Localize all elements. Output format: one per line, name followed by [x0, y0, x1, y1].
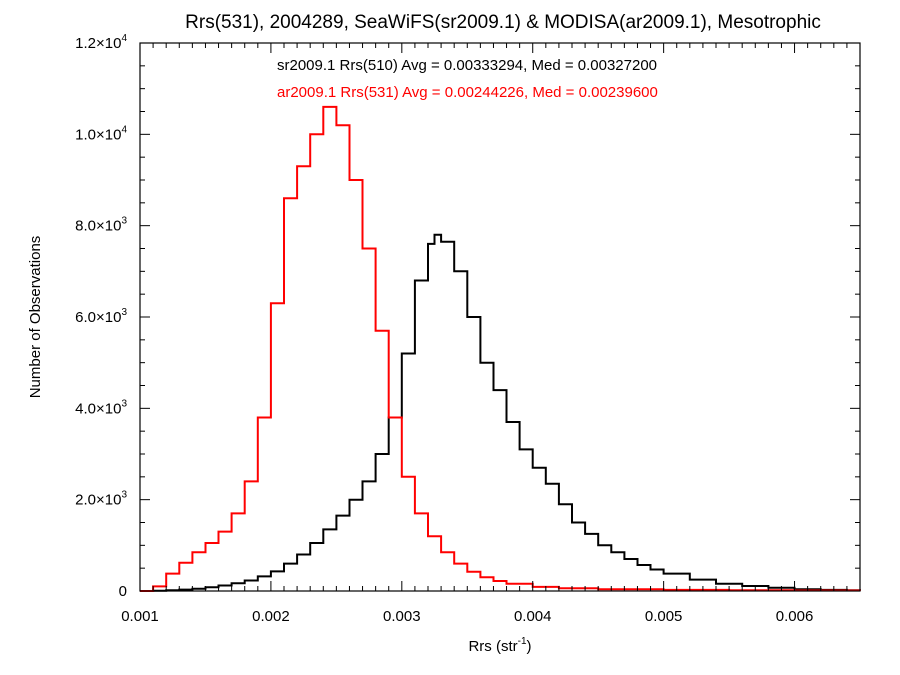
y-tick-label: 1.2×104 — [75, 33, 127, 52]
x-tick-label: 0.001 — [121, 608, 159, 625]
annotation-sr2009: sr2009.1 Rrs(510) Avg = 0.00333294, Med … — [277, 57, 657, 74]
x-axis-label-base: Rrs (str — [468, 638, 517, 655]
y-tick-label: 0 — [119, 583, 127, 600]
y-axis: 0 2.0×103 4.0×103 6.0×103 8.0×103 1.0×104 1.2×… — [75, 33, 860, 600]
plot-frame — [139, 42, 861, 592]
x-axis-label-close: ) — [527, 638, 532, 655]
series-line-2 — [140, 105, 861, 592]
x-tick-label: 0.006 — [776, 608, 814, 625]
chart-title: Rrs(531), 2004289, SeaWiFS(sr2009.1) & M… — [185, 12, 821, 33]
y-tick-label: 2.0×103 — [75, 490, 127, 509]
legend-annotations: sr2009.1 Rrs(510) Avg = 0.00333294, Med … — [277, 57, 658, 101]
y-tick-label: 6.0×103 — [75, 307, 127, 326]
y-tick-label: 8.0×103 — [75, 216, 127, 235]
x-axis-label-exponent: -1 — [518, 636, 527, 647]
x-axis-label: Rrs (str-1) — [468, 636, 531, 655]
x-tick-label: 0.002 — [252, 608, 290, 625]
annotation-ar2009: ar2009.1 Rrs(531) Avg = 0.00244226, Med … — [277, 84, 658, 101]
x-tick-label: 0.004 — [514, 608, 552, 625]
x-tick-label: 0.003 — [383, 608, 421, 625]
series-line-1 — [140, 233, 861, 592]
series-layer — [140, 105, 861, 592]
x-tick-label: 0.005 — [645, 608, 683, 625]
y-axis-label: Number of Observations — [27, 236, 44, 399]
x-axis: 0.001 0.002 0.003 0.004 0.005 0.006 — [121, 43, 861, 625]
y-tick-label: 4.0×103 — [75, 398, 127, 417]
y-tick-label: 1.0×104 — [75, 124, 127, 143]
